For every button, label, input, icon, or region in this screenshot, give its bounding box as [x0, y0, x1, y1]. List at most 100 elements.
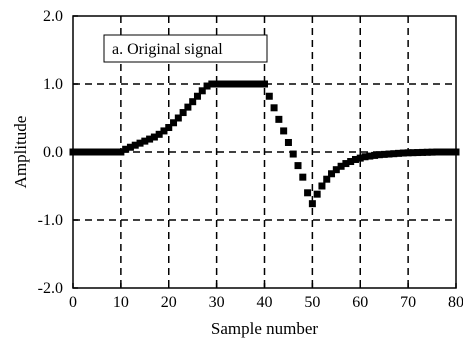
data-point [323, 175, 331, 183]
data-point [438, 148, 446, 156]
data-point [103, 148, 111, 156]
annotation-frame [103, 34, 268, 63]
data-point [227, 80, 235, 88]
y-tick-label: 0.0 [43, 144, 63, 161]
data-point [193, 92, 201, 100]
data-point [347, 158, 355, 166]
data-point [371, 151, 379, 159]
data-point [170, 119, 178, 127]
data-point [428, 148, 436, 156]
data-point [174, 114, 182, 122]
data-point [179, 109, 187, 117]
data-point [261, 80, 268, 88]
data-point [356, 154, 364, 162]
data-point [270, 104, 278, 112]
annotation-box: a. Original signal [103, 34, 268, 63]
data-point [83, 148, 91, 156]
y-tick-label: 1.0 [43, 76, 63, 93]
x-tick-label: 70 [400, 294, 416, 311]
data-point [203, 82, 211, 90]
data-point [342, 160, 350, 168]
data-point [131, 141, 139, 149]
data-point [289, 150, 297, 158]
data-point [294, 162, 302, 170]
x-tick-label: 30 [209, 294, 225, 311]
data-point [366, 152, 374, 160]
data-point [107, 148, 115, 156]
data-point [313, 190, 321, 198]
data-point [423, 148, 431, 156]
data-point [337, 162, 345, 170]
data-point [208, 80, 216, 88]
x-tick-label: 20 [161, 294, 177, 311]
data-point [414, 149, 422, 157]
data-point [237, 80, 245, 88]
data-point [308, 200, 316, 208]
data-point [361, 153, 369, 161]
data-point [304, 189, 312, 197]
data-point [93, 148, 101, 156]
x-axis-label: Sample number [211, 319, 319, 338]
data-point [189, 98, 197, 106]
data-point [399, 149, 407, 157]
y-tick-label: -2.0 [38, 280, 63, 297]
data-point [112, 148, 120, 156]
data-point [150, 133, 158, 141]
data-point [122, 145, 130, 153]
data-point [265, 92, 273, 100]
data-point [447, 148, 455, 156]
data-point [88, 148, 96, 156]
data-point [409, 149, 417, 157]
data-point [146, 135, 154, 143]
data-point [380, 150, 388, 158]
data-point [418, 148, 426, 156]
data-point [395, 149, 403, 157]
data-point [165, 124, 173, 132]
data-point [155, 130, 163, 138]
data-point [198, 87, 206, 95]
data-point [433, 148, 441, 156]
data-point [280, 127, 288, 135]
data-point [217, 80, 225, 88]
data-point [222, 80, 230, 88]
data-point [98, 148, 106, 156]
data-point [126, 143, 134, 151]
data-point [351, 155, 359, 163]
data-point [232, 80, 240, 88]
x-tick-label: 0 [69, 294, 77, 311]
data-point [328, 170, 336, 178]
data-point [375, 151, 383, 159]
data-point [79, 148, 87, 156]
data-points [69, 80, 460, 208]
data-point [385, 150, 393, 158]
x-tick-label: 10 [113, 294, 129, 311]
x-tick-label: 40 [257, 294, 273, 311]
y-tick-label: -1.0 [38, 212, 63, 229]
data-point [141, 137, 149, 145]
data-point [213, 80, 221, 88]
data-point [136, 139, 144, 147]
y-axis-label: Amplitude [11, 116, 30, 189]
x-tick-label: 50 [304, 294, 320, 311]
data-point [318, 182, 326, 190]
x-tick-label: 60 [352, 294, 368, 311]
data-point [256, 80, 264, 88]
data-point [117, 148, 125, 156]
data-point [442, 148, 450, 156]
x-tick-label: 80 [448, 294, 463, 311]
data-point [246, 80, 254, 88]
data-point [251, 80, 259, 88]
data-point [299, 173, 307, 181]
data-point [241, 80, 249, 88]
data-point [284, 138, 292, 146]
axis-ticks: 0 10 20 30 40 50 60 70 80 2.0 1.0 0.0 -1.0 -2.0 [38, 8, 463, 311]
data-point [160, 127, 168, 135]
annotation-text: a. Original signal [112, 41, 223, 58]
data-point [390, 150, 398, 158]
data-point [332, 166, 340, 174]
data-point [275, 115, 283, 123]
y-tick-label: 2.0 [43, 8, 63, 25]
data-point [404, 149, 412, 157]
data-point [184, 103, 192, 111]
